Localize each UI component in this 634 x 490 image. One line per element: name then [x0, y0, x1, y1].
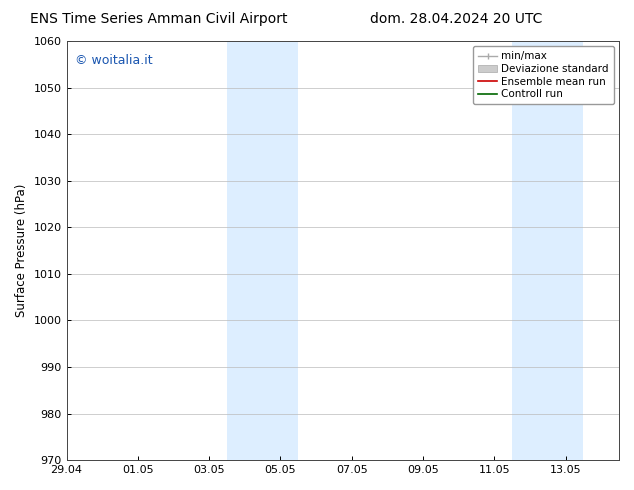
Legend: min/max, Deviazione standard, Ensemble mean run, Controll run: min/max, Deviazione standard, Ensemble m… [473, 46, 614, 104]
Text: dom. 28.04.2024 20 UTC: dom. 28.04.2024 20 UTC [370, 12, 543, 26]
Y-axis label: Surface Pressure (hPa): Surface Pressure (hPa) [15, 184, 28, 318]
Text: ENS Time Series Amman Civil Airport: ENS Time Series Amman Civil Airport [30, 12, 287, 26]
Text: © woitalia.it: © woitalia.it [75, 53, 152, 67]
Bar [512, 41, 583, 460]
Bar [227, 41, 298, 460]
